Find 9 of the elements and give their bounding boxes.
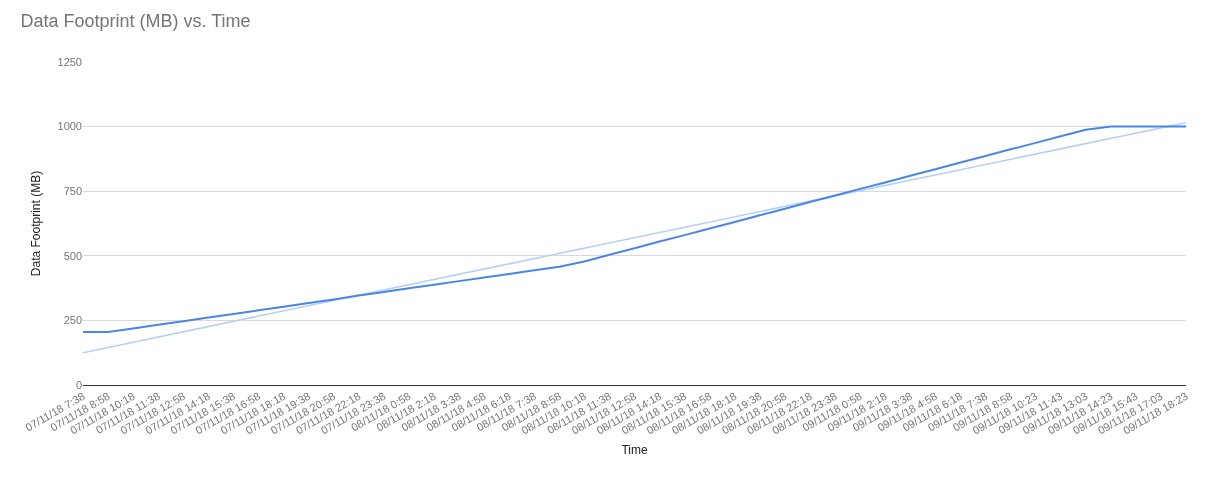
y-tick-label: 1000 (57, 120, 82, 133)
y-tick-label: 1250 (57, 55, 82, 68)
y-axis-title: Data Footprint (MB) (28, 170, 43, 277)
y-tick-label: 500 (63, 249, 82, 262)
y-tick-label: 750 (63, 185, 82, 198)
x-axis-title: Time (621, 443, 648, 458)
y-tick-label: 250 (63, 314, 82, 327)
chart-title: Data Footprint (MB) vs. Time (20, 11, 251, 32)
y-tick-label: 0 (75, 378, 82, 391)
